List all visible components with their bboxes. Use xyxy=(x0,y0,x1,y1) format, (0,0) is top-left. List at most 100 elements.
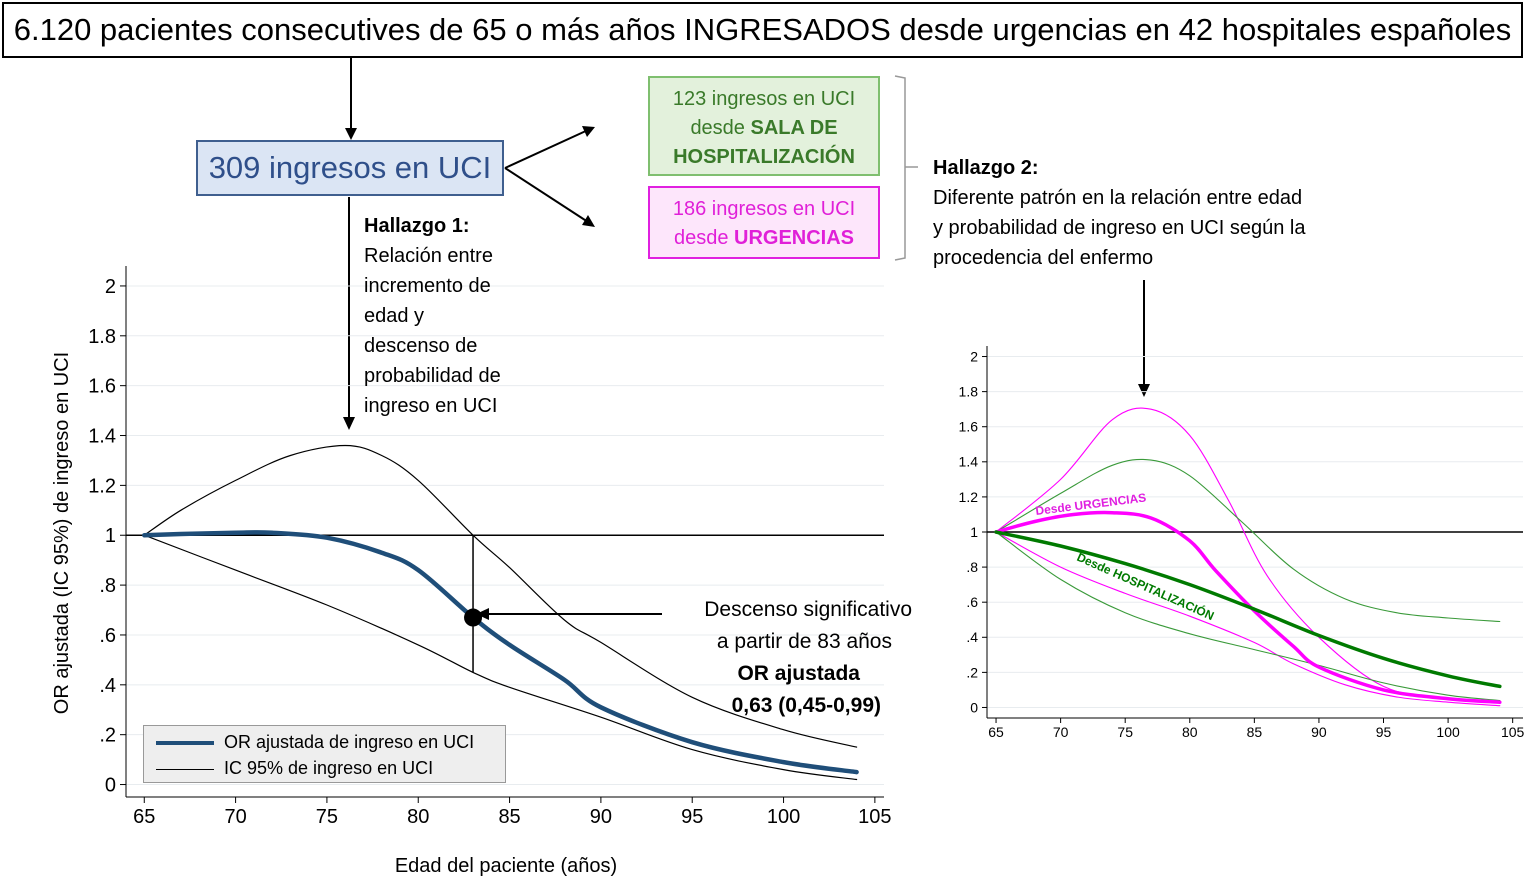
sala-line2-bold: SALA DE xyxy=(750,117,838,139)
hallazgo1-line: incremento de xyxy=(364,275,491,297)
series-line-hosp_ci xyxy=(995,458,1501,623)
hallazgo1-line: probabilidad de xyxy=(364,365,501,387)
annotation-line1: Descenso significativo xyxy=(704,598,912,621)
y-tick-label: 1.8 xyxy=(959,384,979,400)
bracket xyxy=(894,75,906,261)
x-tick-label: 80 xyxy=(407,806,429,828)
arrowhead xyxy=(1138,384,1150,397)
legend-label-or: OR ajustada de ingreso en UCI xyxy=(224,732,475,752)
annotation-line2: a partir de 83 años xyxy=(716,630,892,653)
main-chart-gridlines xyxy=(126,285,884,786)
y-tick-label: .6 xyxy=(966,594,978,610)
x-tick-label: 90 xyxy=(1311,724,1327,740)
y-tick-label: 1.4 xyxy=(959,454,979,470)
x-tick-label: 105 xyxy=(1501,724,1525,740)
y-tick-label: .2 xyxy=(99,725,116,747)
arrowhead xyxy=(582,126,595,137)
x-tick-label: 95 xyxy=(681,806,703,828)
y-tick-label: 1.6 xyxy=(88,376,116,398)
legend-item-or: OR ajustada de ingreso en UCI xyxy=(156,731,474,753)
y-tick-label: .2 xyxy=(966,664,978,680)
main-chart-y-axis-label: OR ajustada (IC 95%) de ingreso en UCI xyxy=(51,352,73,714)
x-tick-label: 85 xyxy=(1247,724,1263,740)
y-tick-label: 1 xyxy=(970,524,978,540)
hallazgo1-title: Hallazgo 1: xyxy=(364,215,470,237)
y-tick-label: .6 xyxy=(99,625,116,647)
main-chart-axes: 0 .2 .4 .6 .8 1 1.2 1.4 1.6 1.8 2 65 70 75 80 85 90 95 100… xyxy=(88,266,892,828)
arrowhead xyxy=(582,215,595,227)
main-chart-series xyxy=(142,444,859,781)
y-tick-label: .4 xyxy=(966,629,978,645)
study-title: 6.120 pacientes consecutives de 65 o más… xyxy=(2,2,1523,58)
hallazgo2-block: Hallazgo 2: Diferente patrón en la relac… xyxy=(933,153,1305,273)
series-line-ci xyxy=(143,534,858,781)
x-tick-label: 100 xyxy=(767,806,800,828)
x-tick-label: 85 xyxy=(498,806,520,828)
x-tick-label: 70 xyxy=(1053,724,1069,740)
legend-swatch-or xyxy=(156,741,214,746)
hallazgo1-line: ingreso en UCI xyxy=(364,395,498,417)
origin-chart-axes: 0 .2 .4 .6 .8 1 1.2 1.4 1.6 1.8 2 65 70 75 80 85 90 95 100… xyxy=(959,346,1525,740)
urgencias-box: 186 ingresos en UCI desde URGENCIAS xyxy=(648,186,880,259)
arrowhead xyxy=(345,128,357,140)
annotation-line3: OR ajustada xyxy=(737,662,860,685)
y-tick-label: 1.8 xyxy=(88,326,116,348)
x-tick-label: 75 xyxy=(316,806,338,828)
origin-chart-gridlines xyxy=(987,356,1523,708)
series-line-urg_ci xyxy=(995,531,1501,707)
arrow-uci-to-urg xyxy=(504,167,589,223)
hallazgo1-line: edad y xyxy=(364,305,425,327)
y-tick-label: 2 xyxy=(105,276,116,298)
x-tick-label: 70 xyxy=(224,806,246,828)
urg-line2-bold: URGENCIAS xyxy=(734,227,855,249)
connector-arrows xyxy=(343,58,1150,620)
series-line-urg_ci xyxy=(995,407,1501,703)
hallazgo1-block: Hallazgo 1: Relación entre incremento de… xyxy=(364,211,501,421)
x-tick-label: 80 xyxy=(1182,724,1198,740)
y-tick-label: .8 xyxy=(99,575,116,597)
legend-label-ci: IC 95% de ingreso en UCI xyxy=(224,758,434,778)
arrowhead xyxy=(476,608,489,620)
main-chart-x-axis-label: Edad del paciente (años) xyxy=(395,855,617,877)
y-tick-label: 1.2 xyxy=(88,475,116,497)
x-tick-label: 105 xyxy=(858,806,891,828)
series-line-urg xyxy=(994,510,1502,704)
y-tick-label: 1.6 xyxy=(959,419,979,435)
y-tick-label: 0 xyxy=(970,699,978,715)
arrowhead xyxy=(343,417,355,430)
y-tick-label: 0 xyxy=(105,775,116,797)
hallazgo1-line: descenso de xyxy=(364,335,478,357)
y-tick-label: 1.2 xyxy=(959,489,979,505)
sala-line1: 123 ingresos en UCI xyxy=(672,88,856,110)
legend-item-ci: IC 95% de ingreso en UCI xyxy=(156,757,433,779)
annotation-line4: 0,63 (0,45-0,99) xyxy=(731,694,881,717)
y-tick-label: 1 xyxy=(105,525,116,547)
origin-chart: 0 .2 .4 .6 .8 1 1.2 1.4 1.6 1.8 2 65 70 75 80 85 90 95 100… xyxy=(959,346,1525,740)
hallazgo2-line: y probabilidad de ingreso en UCI según l… xyxy=(933,217,1306,239)
sala-hospitalizacion-box: 123 ingresos en UCI desde SALA DE HOSPIT… xyxy=(648,76,880,176)
x-tick-label: 65 xyxy=(988,724,1004,740)
hallazgo2-line: Diferente patrón en la relación entre ed… xyxy=(933,187,1303,209)
hallazgo2-line: procedencia del enfermo xyxy=(933,247,1154,269)
series-line-hosp_ci xyxy=(995,531,1501,702)
x-tick-label: 65 xyxy=(133,806,155,828)
hallazgo1-line: Relación entre xyxy=(364,245,493,267)
urg-line2: desde URGENCIAS xyxy=(650,224,878,253)
main-chart: 0 .2 .4 .6 .8 1 1.2 1.4 1.6 1.8 2 65 70 75 80 85 90 95 100… xyxy=(51,266,892,877)
series-line-ci xyxy=(143,444,858,748)
origin-chart-series xyxy=(994,407,1502,707)
urg-line2-pre: desde xyxy=(673,227,735,249)
hallazgo2-title: Hallazgo 2: xyxy=(933,157,1039,179)
y-tick-label: .4 xyxy=(99,675,116,697)
sala-line2-pre: desde xyxy=(690,117,751,139)
main-chart-marks xyxy=(464,535,483,673)
series-line-or xyxy=(142,530,859,775)
sala-line3: HOSPITALIZACIÓN xyxy=(673,146,855,168)
x-tick-label: 100 xyxy=(1436,724,1460,740)
x-tick-label: 95 xyxy=(1376,724,1392,740)
uci-total-box: 309 ingresos en UCI xyxy=(196,140,504,196)
y-tick-label: .8 xyxy=(966,559,978,575)
x-tick-label: 90 xyxy=(590,806,612,828)
legend-swatch-ci xyxy=(156,768,214,770)
